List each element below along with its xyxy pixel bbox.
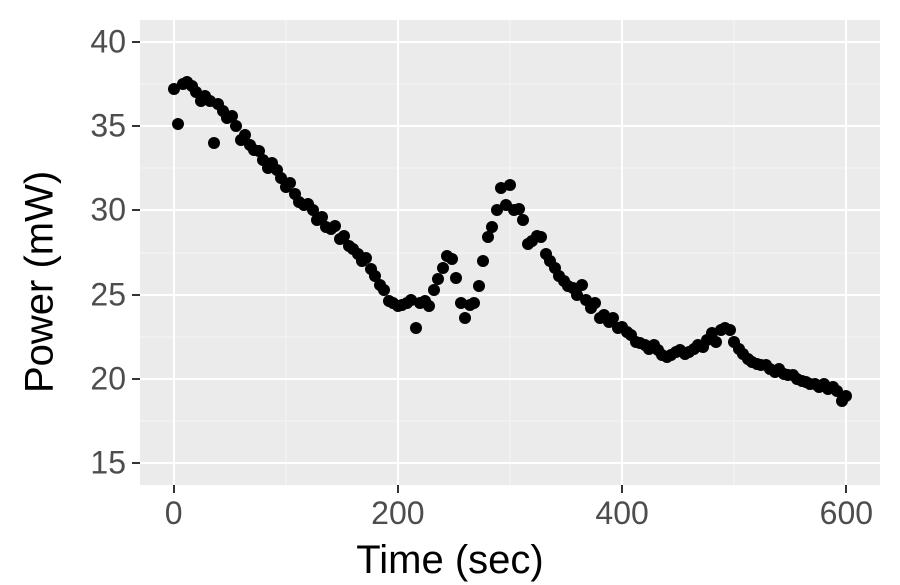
data-point xyxy=(477,255,489,267)
data-point xyxy=(517,214,529,226)
data-point xyxy=(446,253,458,265)
gridline-h-major xyxy=(140,125,880,127)
gridline-v-major xyxy=(621,20,623,485)
data-point xyxy=(468,297,480,309)
data-point xyxy=(710,336,722,348)
data-point xyxy=(208,137,220,149)
data-point xyxy=(513,203,525,215)
data-point xyxy=(589,297,601,309)
data-point xyxy=(840,390,852,402)
data-point xyxy=(450,272,462,284)
gridline-v-major xyxy=(397,20,399,485)
data-point xyxy=(535,231,547,243)
data-point xyxy=(576,279,588,291)
gridline-v-minor xyxy=(734,20,735,485)
x-axis-title: Time (sec) xyxy=(356,538,543,583)
gridline-h-major xyxy=(140,294,880,296)
data-point xyxy=(378,284,390,296)
gridline-h-major xyxy=(140,41,880,43)
data-point xyxy=(486,221,498,233)
x-tick-label: 0 xyxy=(165,485,183,532)
y-axis-title: Power (mW) xyxy=(18,193,63,393)
y-tick-label: 40 xyxy=(90,23,140,60)
y-tick-label: 25 xyxy=(90,276,140,313)
data-point xyxy=(473,280,485,292)
gridline-v-minor xyxy=(285,20,286,485)
plot-panel: 1520253035400200400600 xyxy=(140,20,880,485)
data-point xyxy=(410,322,422,334)
data-point xyxy=(329,220,341,232)
data-point xyxy=(172,118,184,130)
x-tick-label: 200 xyxy=(371,485,424,532)
gridline-h-major xyxy=(140,378,880,380)
gridline-h-major xyxy=(140,462,880,464)
data-point xyxy=(504,179,516,191)
y-tick-label: 15 xyxy=(90,445,140,482)
x-tick-label: 600 xyxy=(820,485,873,532)
y-tick-label: 35 xyxy=(90,108,140,145)
y-tick-label: 30 xyxy=(90,192,140,229)
x-tick-label: 400 xyxy=(595,485,648,532)
data-point xyxy=(459,312,471,324)
scatter-chart: Power (mW) 1520253035400200400600 Time (… xyxy=(0,0,900,585)
data-point xyxy=(724,324,736,336)
gridline-v-minor xyxy=(510,20,511,485)
data-point xyxy=(432,273,444,285)
gridline-v-major xyxy=(845,20,847,485)
y-tick-label: 20 xyxy=(90,360,140,397)
data-point xyxy=(360,252,372,264)
data-point xyxy=(423,300,435,312)
